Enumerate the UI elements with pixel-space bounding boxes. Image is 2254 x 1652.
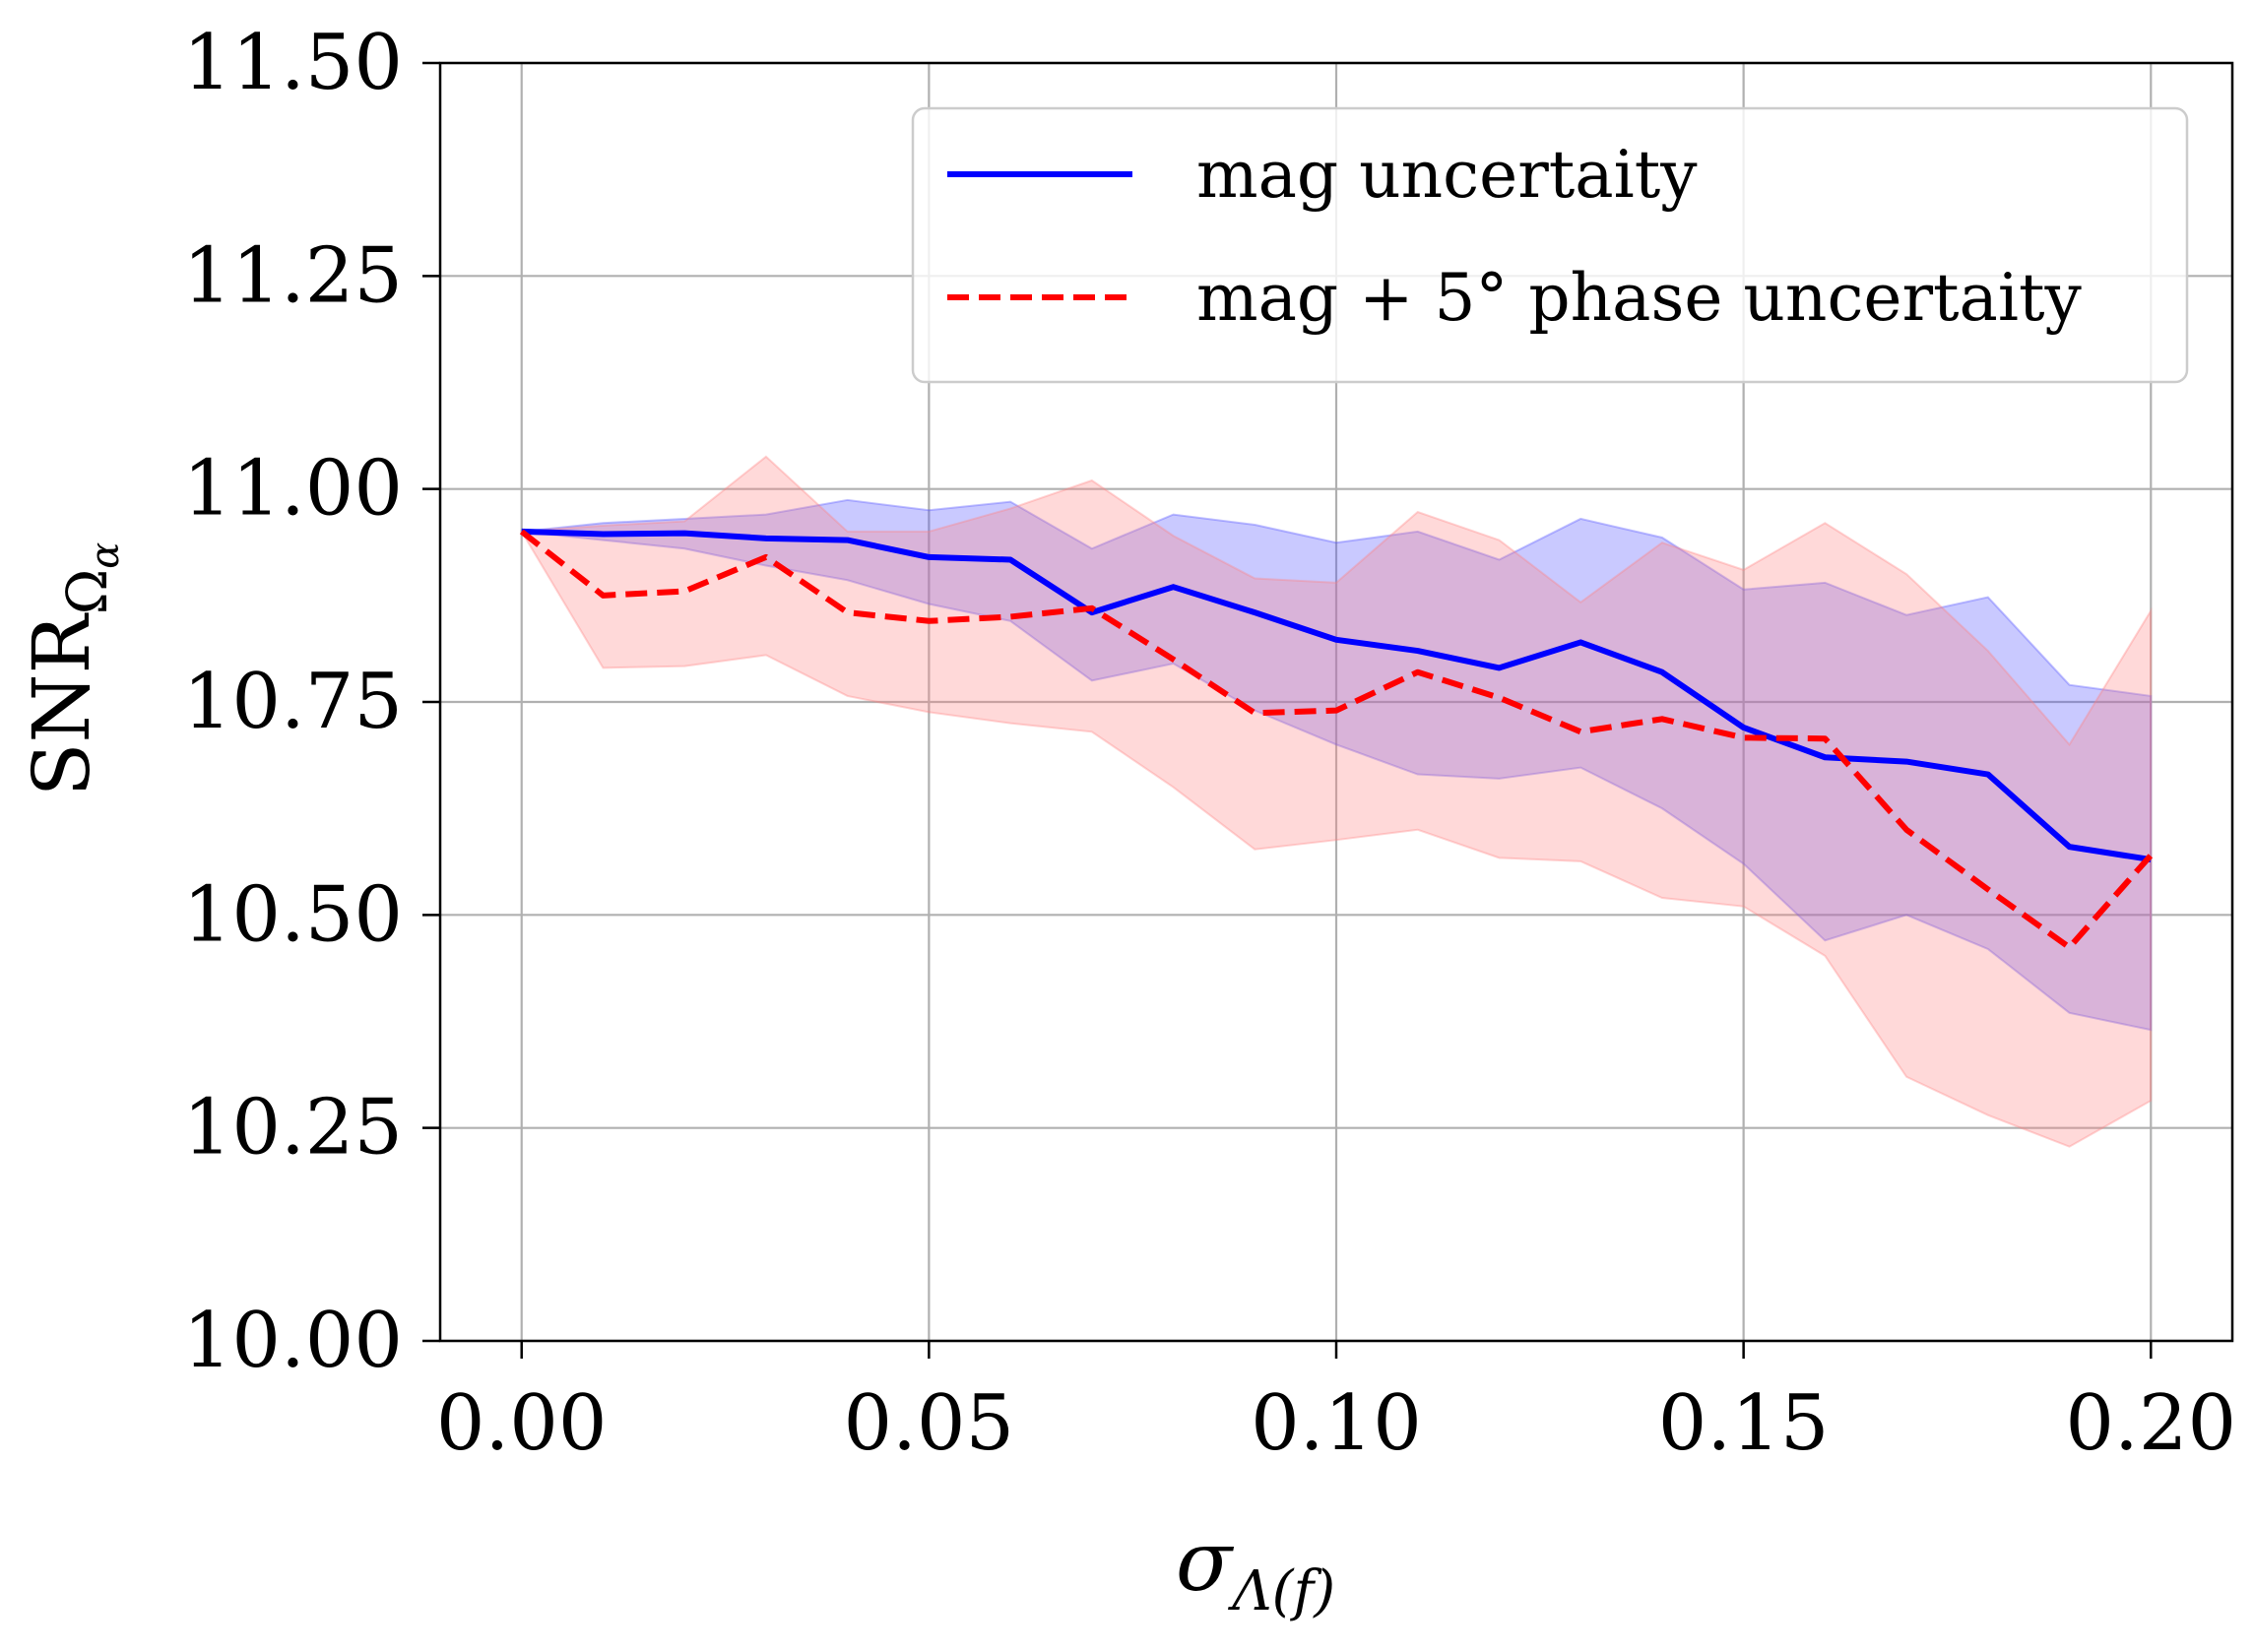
y-axis-title-main: SNR: [16, 611, 107, 796]
x-axis-title-main: σ: [1176, 1513, 1235, 1610]
line-mag-5-phase-uncertaity: [519, 529, 2154, 951]
x-tick-label: 0.20: [2065, 1379, 2236, 1468]
y-axis-title-subscript: Ω: [56, 569, 120, 614]
uncertainty-bands: [520, 455, 2153, 1148]
y-tick-label: 10.00: [183, 1297, 403, 1385]
axis-ticks: 0.00 0.05 0.10 0.15 0.20 10.00 10.25 10.50 10.75…: [183, 19, 2236, 1468]
legend-label-mag-phase: mag + 5° phase uncertaity: [1196, 260, 2083, 336]
legend-box: [911, 106, 2189, 384]
y-tick-label: 11.00: [183, 445, 403, 534]
y-tick-label: 10.25: [183, 1084, 403, 1173]
band-mag-5-phase-uncertaity: [520, 455, 2153, 1148]
y-tick-label: 10.75: [183, 658, 403, 746]
x-tick-label: 0.05: [844, 1379, 1015, 1468]
y-tick-label: 11.25: [183, 231, 403, 320]
x-tick-label: 0.10: [1251, 1379, 1422, 1468]
y-axis-title-subsubscript: α: [83, 542, 128, 569]
x-axis-title: σΛ(f): [1176, 1513, 1335, 1623]
x-axis-title-subscript: Λ(f): [1227, 1559, 1335, 1623]
y-tick-label: 10.50: [183, 870, 403, 959]
x-tick-label: 0.00: [436, 1379, 608, 1468]
y-tick-label: 11.50: [183, 19, 403, 107]
series-lines: [519, 528, 2154, 951]
x-tick-label: 0.15: [1658, 1379, 1830, 1468]
legend-label-mag: mag uncertaity: [1196, 137, 1698, 213]
legend: mag uncertaity mag + 5° phase uncertaity: [911, 106, 2189, 384]
line-mag-uncertaity: [521, 528, 2152, 863]
band-mag-uncertaity: [521, 498, 2153, 1032]
y-axis-title: SNRΩα: [16, 542, 128, 797]
